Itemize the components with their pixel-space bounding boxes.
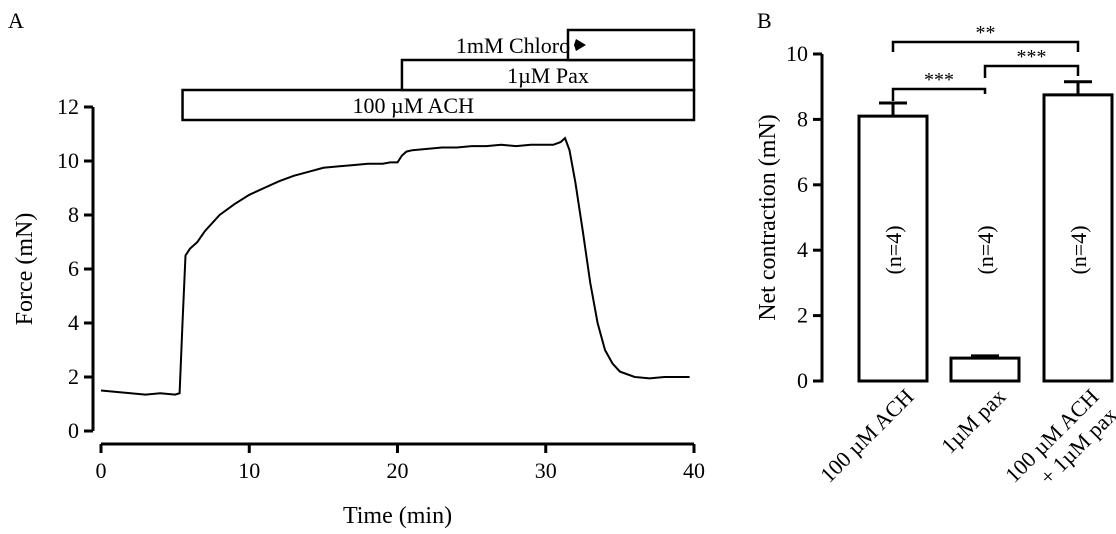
time-x-tick-label: 10 (238, 458, 260, 483)
contraction-bar (857, 114, 929, 383)
force-y-tick-label: 10 (57, 148, 79, 173)
category-label: 1µM pax (936, 384, 1011, 459)
force-trace-chart: 0 2 4 6 8 10 12 0 10 20 30 40 100 µM ACH 1µM Pax 1mM… (12, 28, 705, 529)
significance-brackets: ******** (891, 22, 1080, 101)
contraction-y-tick-label: 2 (797, 303, 808, 328)
force-y-tick-label: 6 (68, 256, 79, 281)
sample-size-label: (n=4) (973, 225, 998, 274)
significance-label: *** (924, 69, 954, 91)
time-x-tick-label: 20 (387, 458, 409, 483)
panel-a-label: A (8, 8, 24, 33)
panel-b-label: B (757, 8, 772, 33)
contraction-y-tick-label: 4 (797, 237, 808, 262)
sample-size-label: (n=4) (1066, 225, 1091, 274)
sample-size-label: (n=4) (881, 225, 906, 274)
time-axis-title: Time (min) (343, 503, 452, 529)
treatment-bar (566, 28, 696, 62)
contraction-axis-title: Net contraction (mN) (755, 114, 781, 321)
force-y-tick-label: 12 (57, 94, 79, 119)
significance-label: *** (1017, 46, 1047, 68)
treatment-label: 100 µM ACH (353, 93, 475, 118)
force-axis-title: Force (mN) (12, 213, 38, 326)
time-x-ticks: 0 10 20 30 40 (96, 444, 705, 483)
treatment-arrowhead (573, 39, 586, 51)
treatment-label: 1µM Pax (507, 63, 589, 88)
force-y-ticks: 0 2 4 6 8 10 12 (57, 94, 93, 443)
category-label-line: 1µM pax (936, 384, 1011, 459)
significance-bracket (983, 64, 1080, 78)
treatment-bars: 100 µM ACH 1µM Pax 1mM Chloro (181, 28, 696, 122)
time-x-tick-label: 0 (96, 458, 107, 483)
category-label: 100 µM ACH+ 1µM pax (1000, 384, 1116, 490)
contraction-y-tick-label: 10 (786, 41, 808, 66)
significance-bracket (891, 40, 1080, 52)
treatment-bar (181, 88, 696, 122)
contraction-y-tick-label: 6 (797, 172, 808, 197)
category-label-line: 100 µM ACH (815, 384, 919, 488)
category-label: 100 µM ACH (815, 384, 919, 488)
contraction-y-tick-label: 0 (797, 368, 808, 393)
significance-bracket (891, 87, 987, 101)
contraction-bars: (n=4) (n=4) (n=4) (857, 80, 1114, 383)
contraction-bar (1042, 93, 1114, 383)
force-y-tick-label: 4 (68, 310, 79, 335)
treatment-bar (400, 58, 696, 92)
contraction-y-ticks: 0 2 4 6 8 10 (786, 41, 822, 393)
force-y-tick-label: 8 (68, 202, 79, 227)
significance-label: ** (976, 22, 996, 44)
treatment-label: 1mM Chloro (456, 33, 570, 58)
time-x-tick-label: 30 (535, 458, 557, 483)
force-y-tick-label: 2 (68, 364, 79, 389)
contraction-bar (949, 356, 1021, 383)
contraction-y-tick-label: 8 (797, 106, 808, 131)
time-x-tick-label: 40 (683, 458, 705, 483)
force-trace-line (100, 136, 690, 396)
force-y-tick-label: 0 (68, 418, 79, 443)
